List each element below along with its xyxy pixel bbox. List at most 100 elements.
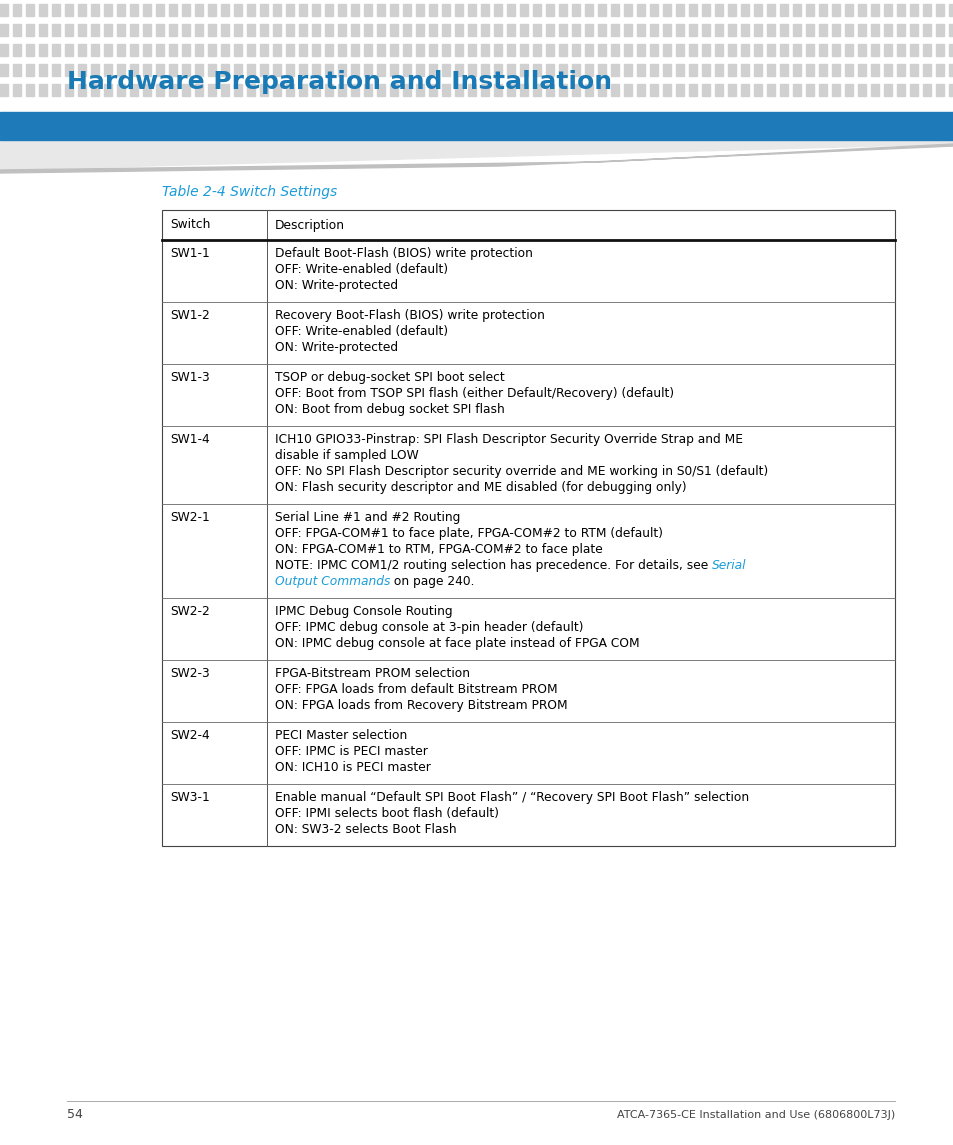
Bar bbox=[831, 44, 840, 56]
Bar bbox=[104, 24, 112, 35]
Bar bbox=[688, 3, 697, 16]
Bar bbox=[156, 44, 164, 56]
Bar bbox=[182, 44, 190, 56]
Bar bbox=[533, 24, 540, 35]
Bar bbox=[39, 3, 47, 16]
Bar bbox=[247, 24, 254, 35]
Bar bbox=[298, 44, 307, 56]
Bar bbox=[896, 24, 904, 35]
Bar bbox=[909, 64, 917, 76]
Bar bbox=[506, 64, 515, 76]
Text: ON: Write-protected: ON: Write-protected bbox=[274, 279, 397, 292]
Bar bbox=[376, 3, 385, 16]
Bar bbox=[948, 84, 953, 96]
Bar bbox=[506, 3, 515, 16]
Text: Switch: Switch bbox=[170, 219, 211, 231]
Bar bbox=[948, 3, 953, 16]
Bar bbox=[519, 84, 527, 96]
Bar bbox=[909, 3, 917, 16]
Bar bbox=[390, 64, 397, 76]
Bar bbox=[156, 64, 164, 76]
Bar bbox=[909, 24, 917, 35]
Bar bbox=[117, 84, 125, 96]
Bar bbox=[325, 24, 333, 35]
Bar bbox=[545, 3, 554, 16]
Text: SW3-1: SW3-1 bbox=[170, 791, 210, 804]
Bar bbox=[792, 44, 801, 56]
Bar bbox=[169, 64, 177, 76]
Bar bbox=[688, 24, 697, 35]
Bar bbox=[792, 3, 801, 16]
Bar bbox=[91, 64, 99, 76]
Bar bbox=[572, 24, 579, 35]
Bar bbox=[390, 3, 397, 16]
Bar bbox=[441, 84, 450, 96]
Bar bbox=[870, 84, 878, 96]
Bar bbox=[286, 84, 294, 96]
Bar bbox=[52, 44, 60, 56]
Text: OFF: IPMC is PECI master: OFF: IPMC is PECI master bbox=[274, 745, 428, 758]
Bar bbox=[792, 64, 801, 76]
Bar bbox=[208, 84, 215, 96]
Bar bbox=[870, 24, 878, 35]
Bar bbox=[260, 24, 268, 35]
Bar bbox=[480, 64, 489, 76]
Bar bbox=[572, 3, 579, 16]
Bar bbox=[844, 64, 852, 76]
Bar bbox=[584, 64, 593, 76]
Bar bbox=[714, 44, 722, 56]
Bar bbox=[753, 3, 761, 16]
Bar bbox=[104, 3, 112, 16]
Bar bbox=[740, 64, 748, 76]
Bar bbox=[753, 44, 761, 56]
Bar bbox=[948, 44, 953, 56]
Text: OFF: FPGA-COM#1 to face plate, FPGA-COM#2 to RTM (default): OFF: FPGA-COM#1 to face plate, FPGA-COM#… bbox=[274, 527, 662, 540]
Bar bbox=[364, 84, 372, 96]
Bar bbox=[156, 84, 164, 96]
Bar bbox=[623, 44, 631, 56]
Text: ON: Write-protected: ON: Write-protected bbox=[274, 341, 397, 354]
Bar bbox=[805, 3, 813, 16]
Bar bbox=[337, 64, 346, 76]
Text: ON: Flash security descriptor and ME disabled (for debugging only): ON: Flash security descriptor and ME dis… bbox=[274, 481, 686, 493]
Bar bbox=[740, 44, 748, 56]
Bar bbox=[273, 44, 281, 56]
Bar bbox=[402, 64, 411, 76]
Bar bbox=[13, 84, 21, 96]
Bar bbox=[325, 3, 333, 16]
Text: ON: Boot from debug socket SPI flash: ON: Boot from debug socket SPI flash bbox=[274, 403, 504, 416]
Bar bbox=[637, 84, 644, 96]
Bar bbox=[623, 24, 631, 35]
Bar bbox=[221, 64, 229, 76]
Bar bbox=[416, 3, 423, 16]
Bar bbox=[610, 64, 618, 76]
Text: ON: FPGA-COM#1 to RTM, FPGA-COM#2 to face plate: ON: FPGA-COM#1 to RTM, FPGA-COM#2 to fac… bbox=[274, 543, 602, 556]
Bar bbox=[337, 44, 346, 56]
Bar bbox=[208, 44, 215, 56]
Text: ON: ICH10 is PECI master: ON: ICH10 is PECI master bbox=[274, 761, 431, 774]
Bar bbox=[143, 24, 151, 35]
Bar bbox=[325, 44, 333, 56]
Bar bbox=[169, 3, 177, 16]
Bar bbox=[247, 3, 254, 16]
Bar bbox=[402, 3, 411, 16]
Text: SW1-3: SW1-3 bbox=[170, 371, 210, 384]
Bar bbox=[701, 64, 709, 76]
Text: Output Commands: Output Commands bbox=[274, 575, 390, 589]
Bar bbox=[753, 24, 761, 35]
Bar bbox=[883, 44, 891, 56]
Bar bbox=[455, 3, 462, 16]
Bar bbox=[649, 84, 658, 96]
Bar bbox=[727, 84, 735, 96]
Bar bbox=[221, 24, 229, 35]
Bar bbox=[792, 24, 801, 35]
Bar bbox=[533, 84, 540, 96]
Bar bbox=[91, 84, 99, 96]
Bar bbox=[831, 3, 840, 16]
Bar bbox=[923, 3, 930, 16]
Bar bbox=[351, 3, 358, 16]
Bar bbox=[286, 44, 294, 56]
Bar bbox=[416, 24, 423, 35]
Bar bbox=[169, 24, 177, 35]
Bar bbox=[923, 84, 930, 96]
